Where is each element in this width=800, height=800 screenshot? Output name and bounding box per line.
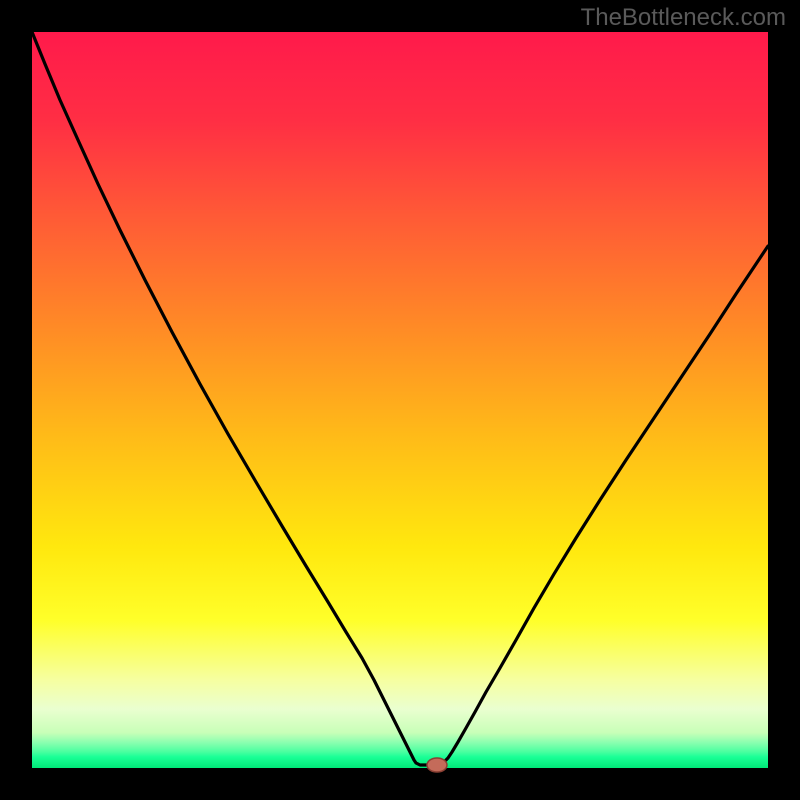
chart-container: TheBottleneck.com (0, 0, 800, 800)
plot-background (32, 32, 768, 768)
bottleneck-plot (0, 0, 800, 800)
optimum-marker (427, 758, 447, 772)
watermark-text: TheBottleneck.com (581, 4, 786, 32)
